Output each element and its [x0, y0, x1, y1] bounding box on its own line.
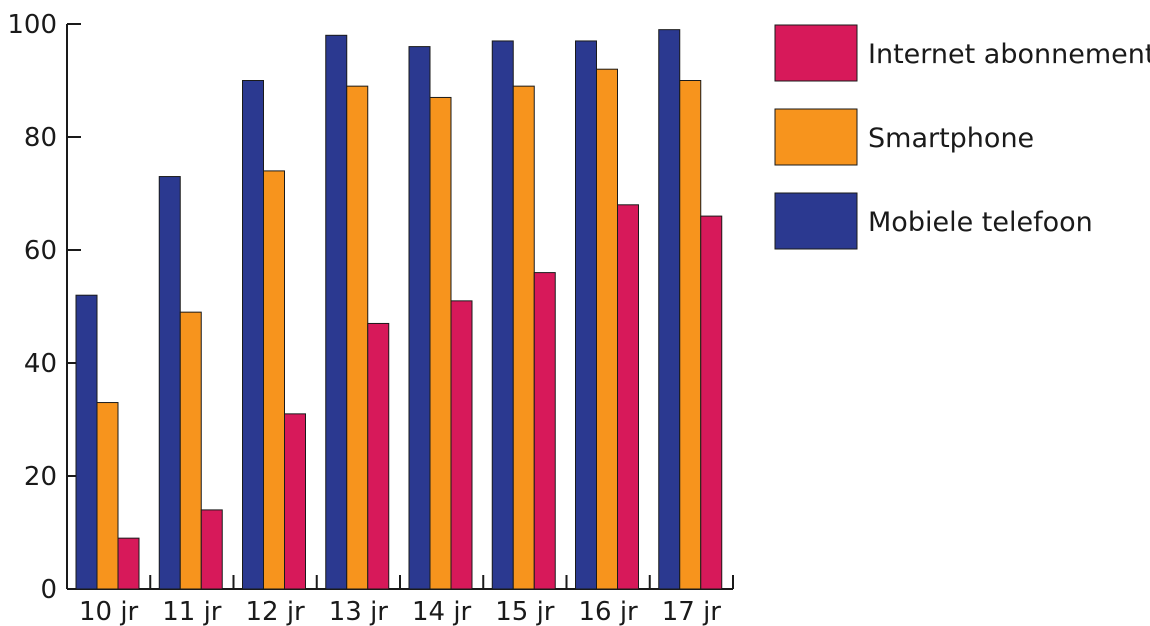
- bar-mobiele-telefoon: [325, 34, 348, 590]
- x-axis: 10 jr 11 jr 12 jr 13 jr 14 jr 15 jr 16 jr 17 jr: [67, 575, 734, 626]
- legend-swatch: [774, 108, 858, 166]
- x-tick-label: 12 jr: [245, 597, 305, 626]
- legend-label: Mobiele telefoon: [868, 207, 1093, 238]
- bar-mobiele-telefoon: [408, 46, 431, 590]
- bar-smartphone: [596, 68, 618, 590]
- legend-item: Mobiele telefoon: [774, 192, 1093, 250]
- bar-internet-abonnement: [617, 204, 639, 590]
- legend-swatch: [774, 192, 858, 250]
- y-axis: 0 20 40 60 80 100: [7, 10, 81, 605]
- legend-item: Internet abonnement: [774, 24, 1150, 82]
- bar-mobiele-telefoon: [158, 176, 181, 590]
- x-tick-label: 16 jr: [578, 597, 638, 626]
- bar-mobiele-telefoon: [242, 80, 264, 590]
- legend-swatch: [774, 24, 858, 82]
- y-tick-label: 100: [7, 10, 57, 40]
- bar-mobiele-telefoon: [658, 29, 681, 590]
- x-tick-label: 11 jr: [162, 597, 222, 626]
- x-tick-label: 13 jr: [329, 597, 389, 626]
- bar-mobiele-telefoon: [75, 294, 98, 590]
- bar-internet-abonnement: [200, 509, 223, 590]
- bar-smartphone: [679, 80, 702, 590]
- bar-mobiele-telefoon: [491, 40, 514, 590]
- y-tick-label: 80: [24, 123, 57, 153]
- x-tick-label: 10 jr: [79, 597, 139, 626]
- bar-internet-abonnement: [367, 322, 390, 590]
- bar-mobiele-telefoon: [575, 40, 597, 590]
- x-tick-label: 14 jr: [412, 597, 472, 626]
- bar-internet-abonnement: [117, 537, 140, 590]
- x-tick-label: 17 jr: [662, 597, 722, 626]
- y-tick-label: 0: [40, 575, 57, 605]
- legend-item: Smartphone: [774, 108, 1034, 166]
- bar-internet-abonnement: [700, 215, 723, 590]
- bar-smartphone: [179, 311, 202, 590]
- legend: Internet abonnement Smartphone Mobiele tel…: [774, 24, 1150, 250]
- bar-smartphone: [512, 85, 535, 590]
- x-tick-label: 15 jr: [495, 597, 555, 626]
- legend-label: Smartphone: [868, 123, 1034, 154]
- bars: [75, 29, 723, 590]
- bar-smartphone: [263, 170, 285, 590]
- bar-smartphone: [429, 96, 452, 590]
- y-tick-label: 20: [24, 462, 57, 492]
- bar-internet-abonnement: [450, 300, 473, 590]
- y-tick-label: 40: [24, 349, 57, 379]
- bar-smartphone: [346, 85, 369, 590]
- bar-internet-abonnement: [533, 272, 556, 590]
- y-tick-label: 60: [24, 236, 57, 266]
- legend-label: Internet abonnement: [868, 39, 1150, 70]
- bar-smartphone: [96, 402, 119, 590]
- bar-internet-abonnement: [284, 413, 306, 590]
